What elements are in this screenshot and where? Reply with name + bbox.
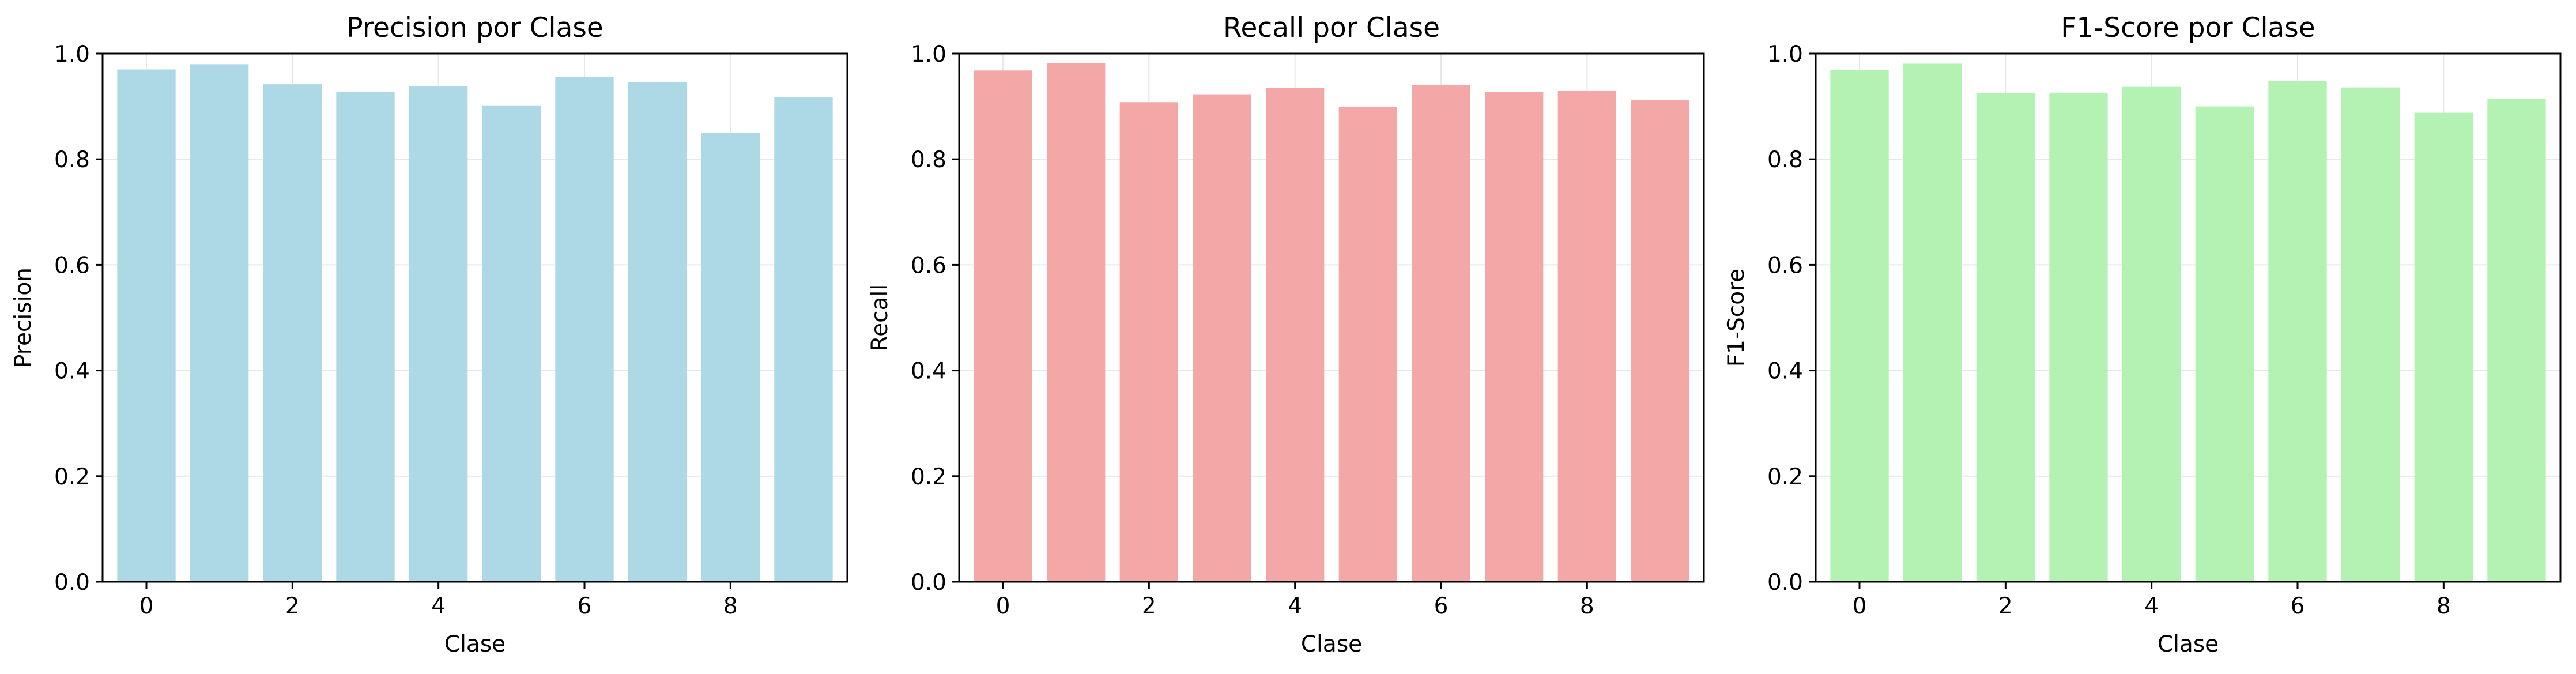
axes-frame [1815,52,2562,583]
bar-class-6 [2268,81,2327,582]
x-tick-label: 6 [578,593,592,619]
bar-class-5 [482,105,541,582]
y-tick-label: 1.0 [54,42,90,67]
x-axis-label: Clase [2158,631,2219,657]
y-tick-label: 0.4 [911,359,946,385]
y-tick-label: 0.0 [54,570,90,596]
y-tick-label: 0.6 [911,253,946,278]
bar-class-3 [2049,92,2108,582]
x-tick-label: 8 [1580,593,1594,619]
y-tick-label: 0.0 [1767,570,1803,596]
x-tick-label: 2 [285,593,300,619]
y-tick-label: 0.4 [1767,359,1803,385]
f1-score-chart: 0 2 4 6 8 0.0 0.2 0.4 0.6 0.8 1.0 F1-Score por Clas… [1723,12,2562,657]
bar-class-0 [974,70,1032,582]
bar-class-8 [2414,112,2473,582]
chart-title: Precision por Clase [346,12,604,44]
x-tick-label: 8 [723,593,738,619]
y-tick-label: 0.2 [1767,464,1803,490]
x-tick-label: 0 [996,593,1010,619]
y-tick-label: 0.4 [54,359,90,385]
x-axis-label: Clase [444,631,506,657]
x-tick-label: 6 [1434,593,1449,619]
bar-class-5 [1338,107,1397,582]
y-axis-label: Precision [10,268,36,368]
x-tick-label: 4 [1288,593,1302,619]
chart-title: F1-Score por Clase [2061,12,2315,44]
bar-class-0 [117,69,176,582]
x-tick-label: 2 [1142,593,1156,619]
y-tick-label: 0.8 [1767,147,1803,173]
bar-class-8 [1557,91,1616,582]
bar-class-8 [701,133,760,582]
bar-class-7 [628,82,687,582]
bar-class-7 [2341,87,2400,582]
bar-class-2 [263,84,322,582]
x-axis-label: Clase [1301,631,1362,657]
bar-class-3 [1193,94,1251,582]
axes-frame [101,52,848,583]
y-tick-label: 0.6 [1767,253,1803,278]
bar-class-1 [1047,63,1106,582]
bar-class-2 [1119,102,1178,582]
x-tick-label: 2 [1998,593,2013,619]
y-tick-label: 0.0 [911,570,946,596]
bar-class-5 [2195,106,2254,582]
bar-class-9 [2487,99,2546,582]
y-tick-label: 0.8 [54,147,90,173]
bar-class-2 [1976,93,2035,582]
precision-chart: 0 2 4 6 8 0.0 0.2 0.4 0.6 0.8 1.0 Precision por Cla… [10,12,848,657]
y-tick-label: 1.0 [1767,42,1803,67]
bar-class-4 [2122,86,2181,582]
y-axis-label: Recall [867,284,893,351]
bar-class-9 [1631,100,1689,582]
axes-frame [958,52,1705,583]
bar-class-1 [190,64,249,582]
y-tick-label: 0.2 [911,464,946,490]
chart-title: Recall por Clase [1223,12,1440,44]
bar-class-6 [1412,85,1470,582]
y-tick-label: 1.0 [911,42,946,67]
y-tick-label: 0.6 [54,253,90,278]
y-tick-label: 0.2 [54,464,90,490]
y-axis-label: F1-Score [1723,269,1749,367]
bar-class-0 [1830,70,1889,582]
bar-class-7 [1485,92,1544,582]
bar-class-3 [336,91,395,582]
x-tick-label: 0 [139,593,154,619]
x-tick-label: 4 [2144,593,2159,619]
y-tick-label: 0.8 [911,147,946,173]
x-tick-label: 4 [431,593,446,619]
bar-class-1 [1903,63,1962,582]
recall-chart: 0 2 4 6 8 0.0 0.2 0.4 0.6 0.8 1.0 Recall por Clase C… [867,12,1705,657]
bar-class-9 [774,97,833,582]
bar-class-4 [1266,88,1325,582]
x-tick-label: 0 [1853,593,1867,619]
x-tick-label: 6 [2291,593,2305,619]
bar-class-4 [409,86,468,582]
x-tick-label: 8 [2437,593,2451,619]
bar-class-6 [555,77,614,582]
